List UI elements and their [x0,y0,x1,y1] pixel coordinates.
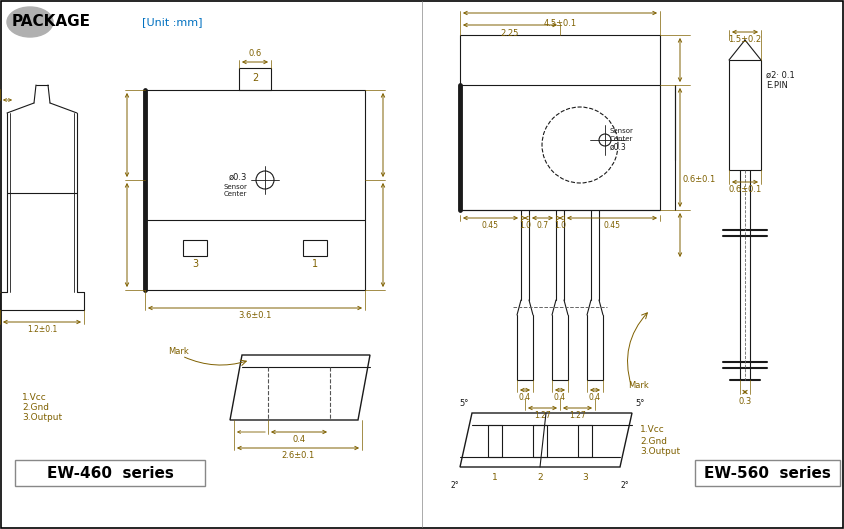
Text: EW-460  series: EW-460 series [46,466,173,480]
Text: 3: 3 [582,472,588,481]
Text: 2: 2 [537,472,543,481]
Text: 3: 3 [192,259,198,269]
Text: 2.6±0.1: 2.6±0.1 [281,451,315,461]
Text: Center: Center [610,136,633,142]
Text: 3.Output: 3.Output [22,414,62,423]
Bar [729,60,761,170]
Text: ø2· 0.1: ø2· 0.1 [766,70,795,79]
Text: 1: 1 [312,259,318,269]
Text: ø0.3: ø0.3 [610,142,627,151]
Text: 1.Vcc: 1.Vcc [640,425,665,434]
Text: 0.6±0.1: 0.6±0.1 [683,176,716,185]
Text: 2.25: 2.25 [500,29,519,38]
Text: 0.45: 0.45 [603,222,620,231]
Text: 1.2±0.1: 1.2±0.1 [27,325,57,334]
Text: 0.6±0.1: 0.6±0.1 [728,186,761,195]
Text: 1.0: 1.0 [554,222,566,231]
Text: 3.Output: 3.Output [640,448,680,457]
Bar [15,460,205,486]
Text: 1.0: 1.0 [519,222,531,231]
Text: 0.7: 0.7 [537,222,549,231]
Text: 0.45: 0.45 [482,222,499,231]
Text: 1: 1 [492,472,498,481]
Text: Mark: Mark [168,348,189,357]
Text: 2.Gnd: 2.Gnd [640,436,667,445]
Text: 1.5±0.2: 1.5±0.2 [728,35,761,44]
Text: Center: Center [224,191,247,197]
Text: 1.27: 1.27 [569,412,586,421]
Bar [460,35,660,210]
Bar [533,425,547,457]
Text: 0.4: 0.4 [519,394,531,403]
Text: PACKAGE: PACKAGE [12,14,91,30]
Text: 2: 2 [252,73,258,83]
Text: 1.Vcc: 1.Vcc [22,394,46,403]
Bar [488,425,502,457]
Text: 2°: 2° [451,480,459,489]
Text: 5°: 5° [459,398,468,407]
Bar [695,460,840,486]
Ellipse shape [7,7,53,37]
Text: 0.4: 0.4 [589,394,601,403]
Text: EW-560  series: EW-560 series [704,466,830,480]
Bar [578,425,592,457]
Bar [183,240,207,256]
Text: 0.4: 0.4 [554,394,566,403]
Text: Mark: Mark [628,380,649,389]
Text: 0.4: 0.4 [292,435,306,444]
Text: Sensor: Sensor [610,128,634,134]
Text: 2.Gnd: 2.Gnd [22,404,49,413]
Text: ø0.3: ø0.3 [229,172,247,181]
Text: Sensor: Sensor [223,184,247,190]
Bar [239,68,271,90]
Text: 5°: 5° [636,398,645,407]
Text: 0.6: 0.6 [248,50,262,59]
Text: 4.5±0.1: 4.5±0.1 [544,19,576,28]
Text: 2°: 2° [620,480,630,489]
Bar [303,240,327,256]
Text: 0.3: 0.3 [738,397,752,406]
Text: [Unit :mm]: [Unit :mm] [142,17,203,27]
Text: E.PIN: E.PIN [766,80,788,89]
Text: 1.27: 1.27 [534,412,551,421]
Text: 3.6±0.1: 3.6±0.1 [238,312,272,321]
